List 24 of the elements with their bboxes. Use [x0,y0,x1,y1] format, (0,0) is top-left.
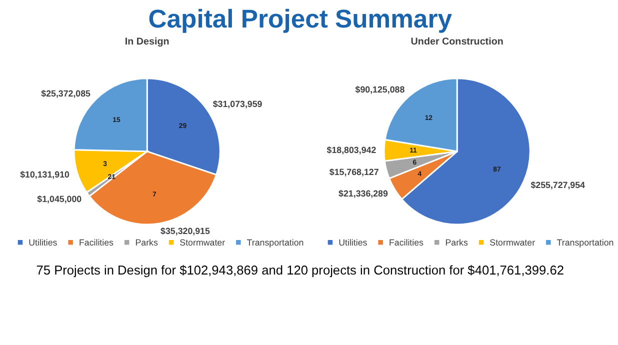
data-label: $35,320,915 [160,226,210,236]
text: Capital Project Summary [148,5,453,34]
legend-label: Parks [135,237,158,248]
data-label: $10,131,910 [20,169,70,180]
legend-label: Transportation [556,237,614,248]
data-label: $25,372,085 [41,88,91,98]
data-label: $90,125,088 [355,84,405,95]
legend-label: Facilities [388,237,424,248]
legend-label: Transportation [246,237,304,248]
legend-label: Parks [445,237,468,248]
legend-label: Stormwater [180,237,226,248]
data-label: $18,803,942 [326,145,376,156]
slice-label: Utilities [338,237,368,248]
data-label: $21,336,289 [338,188,388,198]
legend-label: Stormwater [490,237,536,248]
chart-title: In Design [124,36,170,48]
chart-title: Under Construction [410,36,504,48]
data-label: $15,768,127 [329,166,379,177]
data-label: $255,727,954 [530,180,586,190]
data-label: $1,045,000 [37,194,82,204]
legend-label: Utilities [28,237,58,248]
text: 75 Projects in Design for $102,943,869 and 120 projects in Construction for $401,761,399.62 [36,262,564,278]
data-label: $31,073,959 [212,99,262,110]
legend-label: Facilities [78,237,114,248]
